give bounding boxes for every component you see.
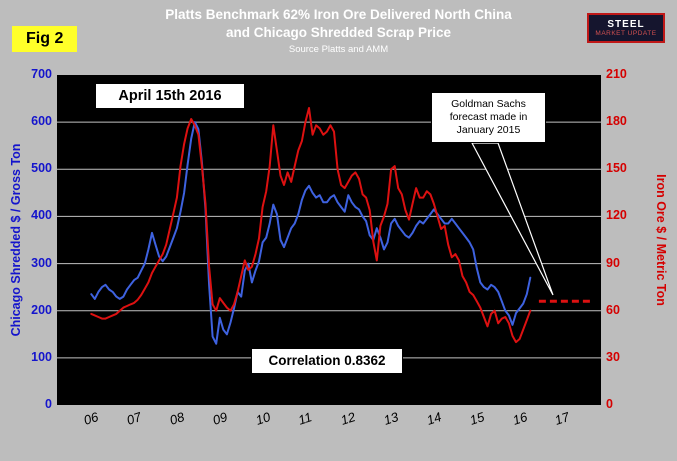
left-tick-label: 100 (31, 349, 52, 364)
chart-source: Source Platts and AMM (288, 44, 389, 55)
left-tick-label: 600 (31, 114, 52, 129)
x-tick-label: 14 (424, 409, 444, 428)
x-tick-label: 11 (296, 409, 315, 428)
correlation-annotation: Correlation 0.8362 (251, 348, 403, 374)
right-tick-label: 210 (606, 67, 627, 81)
x-tick-label: 06 (82, 409, 101, 428)
x-tick-label: 07 (124, 409, 144, 428)
right-tick-label: 30 (606, 349, 620, 364)
left-tick-label: 0 (45, 397, 52, 411)
x-tick-label: 15 (467, 409, 486, 428)
right-tick-label: 60 (606, 302, 620, 317)
x-tick-label: 17 (553, 409, 572, 428)
left-tick-label: 700 (31, 67, 52, 81)
logo-text-steel: STEEL (607, 18, 645, 30)
right-tick-label: 90 (606, 255, 620, 270)
logo-text-market-update: MARKET UPDATE (595, 29, 657, 37)
right-tick-label: 150 (606, 161, 627, 176)
x-tick-label: 10 (253, 409, 272, 428)
steel-market-update-logo: STEEL MARKET UPDATE (587, 13, 665, 43)
right-tick-label: 120 (606, 208, 627, 223)
x-tick-label: 08 (167, 409, 187, 428)
plot-svg (57, 107, 601, 359)
chart-title-line1: Platts Benchmark 62% Iron Ore Delivered … (165, 7, 512, 22)
x-tick-label: 12 (339, 409, 358, 428)
forecast-annotation-line3: January 2015 (456, 124, 521, 136)
left-axis-title: Chicago Shredded $ / Gross Ton (9, 143, 23, 337)
chart-header: Platts Benchmark 62% Iron Ore Delivered … (0, 6, 677, 55)
x-tick-label: 13 (381, 409, 401, 428)
right-axis-title: Iron Ore $ / Metric Ton (654, 174, 668, 306)
chart-title-line2: and Chicago Shredded Scrap Price (225, 25, 452, 40)
right-tick-label: 0 (606, 397, 613, 411)
right-tick-label: 180 (606, 114, 627, 129)
x-tick-label: 16 (510, 409, 529, 428)
forecast-annotation: Goldman Sachs forecast made in January 2… (431, 92, 546, 143)
forecast-annotation-line1: Goldman Sachs (451, 98, 526, 110)
x-tick-label: 09 (210, 409, 229, 428)
figure-label: Fig 2 (12, 26, 78, 52)
date-annotation: April 15th 2016 (95, 83, 245, 109)
forecast-annotation-line2: forecast made in (449, 111, 528, 123)
